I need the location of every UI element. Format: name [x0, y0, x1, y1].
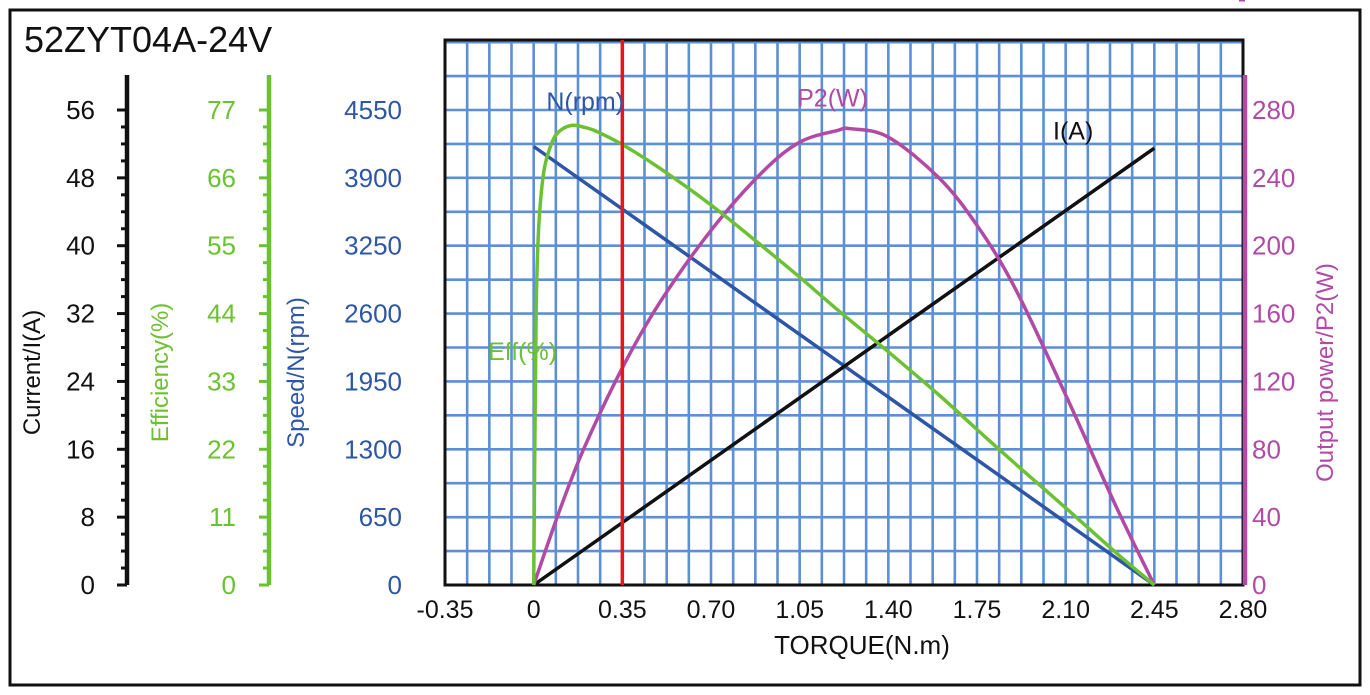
axis-title-speed: Speed/N(rpm)	[283, 297, 310, 448]
axis-tick-label-efficiency: 0	[222, 570, 236, 600]
axis-title-power: Output power/P2(W)	[1312, 263, 1339, 482]
axis-tick-label-current: 0	[81, 570, 95, 600]
axis-tick-label-power: 200	[1252, 231, 1295, 261]
axis-tick-label-speed: 1300	[344, 434, 402, 464]
series-label: P2(W)	[797, 85, 868, 113]
axis-title-current: Current/I(A)	[19, 310, 46, 435]
axis-tick-label-efficiency: 66	[207, 163, 236, 193]
axis-tick-label-efficiency: 22	[207, 434, 236, 464]
axis-tick-label-speed: 2600	[344, 299, 402, 329]
axis-tick-label-current: 56	[66, 95, 95, 125]
series-label: Eff(%)	[488, 338, 557, 366]
x-tick-label: 1.40	[864, 596, 913, 624]
axis-tick-label-speed: 650	[359, 502, 402, 532]
plot-labels: TORQUE(N.m) -0.35 0 0.35 0.70 1.05 1.40 1.75 2.…	[417, 85, 1268, 660]
x-axis-title: TORQUE(N.m)	[774, 630, 950, 660]
axis-tick-label-current: 32	[66, 299, 95, 329]
axis-tick-label-power: 240	[1252, 163, 1295, 193]
axis-tick-label-power: 280	[1252, 95, 1295, 125]
axis-tick-label-efficiency: 44	[207, 299, 236, 329]
plot-series	[531, 40, 1156, 587]
plot-axes: 0 8 16 24 32 40 48 56 Current/I(A) 0 11 22 33 44 55 66 7…	[19, 0, 1339, 600]
axis-tick-label-speed: 0	[388, 570, 402, 600]
axis-tick-label-power: 160	[1252, 299, 1295, 329]
axis-tick-label-efficiency: 77	[207, 95, 236, 125]
axis-tick-label-current: 24	[66, 366, 95, 396]
series-line-ia	[532, 146, 1156, 587]
x-tick-label: 0.35	[598, 596, 647, 624]
x-tick-label: 0.70	[687, 596, 736, 624]
axis-tick-label-speed: 4550	[344, 95, 402, 125]
axis-title-efficiency: Efficiency(%)	[147, 303, 174, 443]
plot-grid	[443, 38, 1245, 587]
axis-tick-label-efficiency: 11	[209, 502, 236, 532]
axis-tick-label-current: 40	[66, 231, 95, 261]
chart-title: 52ZYT04A-24V	[24, 19, 272, 60]
axis-tick-label-efficiency: 55	[207, 231, 236, 261]
axis-tick-label-current: 48	[66, 163, 95, 193]
x-tick-label: 2.80	[1219, 596, 1268, 624]
axis-tick-label-current: 8	[81, 502, 95, 532]
x-tick-label: 2.10	[1041, 596, 1090, 624]
x-tick-label: 2.45	[1130, 596, 1179, 624]
series-label: I(A)	[1053, 118, 1093, 146]
axis-tick-label-speed: 3900	[344, 163, 402, 193]
x-tick-label: 1.75	[953, 596, 1002, 624]
axis-tick-label-power: 120	[1252, 366, 1295, 396]
axis-tick-label-current: 16	[66, 434, 95, 464]
series-line-eff	[531, 123, 1156, 587]
axis-tick-label-power: 80	[1252, 434, 1281, 464]
x-tick-label: 1.05	[775, 596, 824, 624]
series-label: N(rpm)	[546, 88, 624, 116]
axis-tick-label-speed: 3250	[344, 231, 402, 261]
axis-tick-label-power: 40	[1252, 502, 1281, 532]
x-tick-label: 0	[527, 596, 541, 624]
x-tick-label: -0.35	[417, 596, 474, 624]
axis-tick-label-power: 0	[1252, 570, 1266, 600]
axis-tick-label-speed: 1950	[344, 366, 402, 396]
axis-tick-label-efficiency: 33	[207, 366, 236, 396]
series-line-p2w	[532, 126, 1156, 586]
